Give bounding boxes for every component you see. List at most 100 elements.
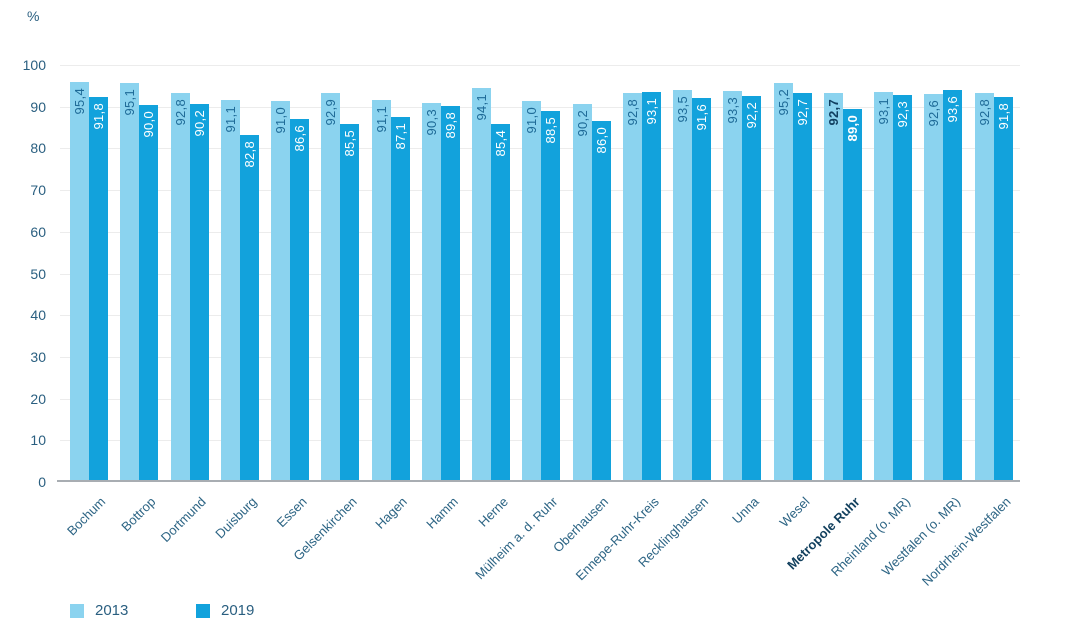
bar-2019-12: 91,6 — [692, 98, 711, 480]
x-axis-label-1: Bottrop — [118, 494, 159, 535]
legend-item-2019: 2019 — [196, 602, 322, 619]
bar-2019-7: 89,8 — [440, 105, 460, 480]
bar-2013-4: 91,0 — [271, 100, 290, 480]
bar-value-label: 89,8 — [442, 111, 458, 139]
y-axis-tick-label: 0 — [38, 474, 46, 490]
bar-value-label: 92,7 — [825, 99, 841, 126]
bar-2013-11: 92,8 — [622, 93, 642, 480]
bar-value-label: 91,8 — [91, 103, 106, 130]
bar-value-label: 86,6 — [292, 124, 307, 152]
bar-2019-2: 90,2 — [189, 103, 209, 480]
bar-value-label: 92,8 — [172, 99, 188, 126]
y-axis-tick-label: 50 — [30, 265, 46, 282]
x-axis-label-8: Herne — [474, 494, 511, 530]
bar-2013-0: 95,4 — [70, 82, 89, 480]
bar-2019-3: 82,8 — [239, 134, 259, 480]
bar-value-label: 86,0 — [593, 127, 609, 154]
bar-value-label: 92,8 — [976, 99, 992, 126]
bar-value-label: 95,1 — [122, 89, 138, 116]
bar-2019-10: 86,0 — [591, 121, 611, 480]
bar-2013-17: 92,6 — [924, 93, 944, 480]
bar-2013-3: 91,1 — [220, 100, 240, 480]
x-axis-label-13: Unna — [729, 494, 762, 527]
bar-value-label: 95,2 — [775, 89, 791, 116]
bar-2019-5: 85,5 — [340, 123, 360, 480]
bar-2013-6: 91,1 — [371, 100, 391, 480]
y-axis-tick-label: 100 — [22, 57, 46, 73]
bar-2019-16: 92,3 — [893, 95, 912, 480]
bar-2019-1: 90,0 — [139, 104, 159, 480]
bar-value-label: 92,9 — [323, 98, 339, 126]
bar-2019-0: 91,8 — [89, 97, 108, 480]
y-axis-tick-label: 60 — [30, 223, 46, 240]
y-axis-unit-label: % — [27, 8, 40, 24]
x-axis-line — [57, 480, 1020, 482]
x-axis-label-2: Dortmund — [158, 494, 210, 545]
bar-2019-9: 88,5 — [541, 111, 561, 480]
bar-value-label: 92,2 — [744, 101, 760, 129]
bar-2019-11: 93,1 — [641, 91, 661, 480]
bar-2013-12: 93,5 — [673, 90, 692, 480]
x-axis-label-4: Essen — [273, 494, 310, 531]
bar-2019-15: 89,0 — [842, 108, 862, 480]
bar-2019-17: 93,6 — [943, 89, 963, 480]
bar-value-label: 91,6 — [694, 104, 709, 131]
bar-value-label: 85,5 — [342, 129, 358, 157]
x-axis-label-14: Wesel — [776, 494, 813, 530]
bar-2013-2: 92,8 — [170, 93, 190, 480]
bar-2019-14: 92,7 — [792, 93, 812, 480]
x-axis-label-3: Duisburg — [212, 494, 260, 542]
legend-label: 2019 — [221, 602, 255, 619]
y-axis-tick-label: 90 — [30, 98, 46, 115]
bar-value-label: 93,1 — [643, 97, 659, 125]
legend-swatch-2013 — [70, 603, 84, 618]
legend: 2013 2019 — [70, 602, 322, 619]
bar-2019-4: 86,6 — [290, 118, 309, 480]
y-axis-tick-label: 70 — [30, 182, 46, 199]
bar-value-label: 91,1 — [222, 106, 238, 133]
x-axis-label-18: Nordrhein-Westfalen — [918, 494, 1014, 589]
plot-area: 95,4 91,8 95,1 90,0 92,8 90,2 91,1 82,8 91,0 86,6… — [57, 65, 1020, 482]
gridline — [60, 65, 1020, 66]
legend-label: 2013 — [95, 602, 129, 619]
bar-2013-9: 91,0 — [522, 100, 542, 480]
bar-2013-8: 94,1 — [472, 87, 491, 480]
bar-2019-6: 87,1 — [390, 116, 410, 480]
bar-value-label: 91,0 — [273, 106, 288, 134]
bar-2013-18: 92,8 — [974, 93, 994, 480]
bar-value-label: 91,8 — [995, 103, 1011, 130]
bar-value-label: 95,4 — [72, 88, 87, 115]
bar-value-label: 85,4 — [493, 129, 508, 157]
bar-2013-10: 90,2 — [572, 103, 592, 480]
y-axis-tick-label: 30 — [30, 348, 46, 365]
legend-item-2013: 2013 — [70, 602, 196, 619]
bar-value-label: 93,3 — [725, 96, 741, 124]
bar-value-label: 93,6 — [945, 95, 961, 123]
bar-value-label: 92,8 — [624, 99, 640, 126]
bar-value-label: 90,2 — [191, 109, 207, 137]
bar-2013-16: 93,1 — [874, 91, 893, 480]
bar-2019-18: 91,8 — [993, 97, 1013, 480]
bar-2013-1: 95,1 — [120, 83, 140, 480]
bar-value-label: 93,5 — [675, 96, 690, 123]
bar-value-label: 90,3 — [423, 109, 439, 136]
legend-swatch-2019 — [196, 603, 210, 618]
y-axis-tick-label: 40 — [30, 307, 46, 324]
bar-value-label: 90,2 — [574, 109, 590, 137]
y-axis-tick-label: 20 — [30, 390, 46, 407]
bar-2013-15: 92,7 — [823, 93, 843, 480]
bar-value-label: 89,0 — [844, 114, 860, 142]
x-axis-label-0: Bochum — [64, 494, 109, 539]
bar-value-label: 93,1 — [876, 97, 891, 125]
bar-2019-8: 85,4 — [491, 123, 510, 480]
bar-value-label: 82,8 — [241, 140, 257, 168]
y-axis-tick-label: 10 — [30, 432, 46, 449]
bar-2013-7: 90,3 — [421, 103, 441, 480]
bar-2019-13: 92,2 — [742, 95, 762, 480]
bar-2013-13: 93,3 — [723, 90, 743, 480]
bar-value-label: 91,0 — [524, 106, 540, 134]
bar-value-label: 92,7 — [794, 99, 810, 126]
bar-value-label: 90,0 — [141, 110, 157, 138]
bar-2013-5: 92,9 — [321, 92, 341, 480]
